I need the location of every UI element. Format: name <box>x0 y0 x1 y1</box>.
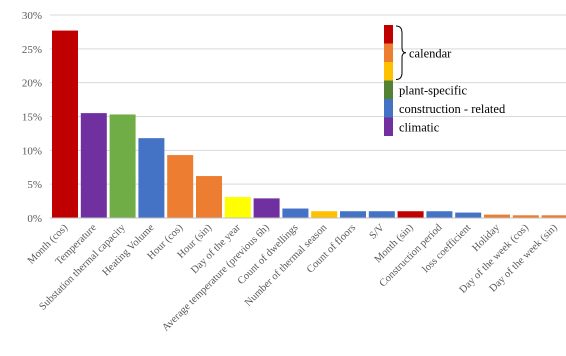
bar <box>167 155 194 218</box>
legend-label: plant-specific <box>399 83 467 97</box>
y-tick-label: 5% <box>27 179 42 191</box>
bar <box>484 214 510 218</box>
legend-swatch <box>384 80 393 99</box>
bar <box>426 211 453 218</box>
bar <box>541 215 566 218</box>
bar <box>80 113 107 218</box>
y-axis-tick-labels: 0% 5% 10% 15% 20% 25% 30% <box>22 10 42 225</box>
y-tick-label: 0% <box>27 213 42 225</box>
y-tick-label: 30% <box>22 10 42 22</box>
bar <box>224 197 251 218</box>
bar <box>340 211 366 218</box>
bar <box>282 208 309 218</box>
bar <box>512 215 539 218</box>
x-category-label: Average temperature (previous 6h) <box>160 222 272 334</box>
bar <box>253 198 280 218</box>
gridlines <box>50 14 566 185</box>
bar <box>196 176 222 218</box>
legend-swatch <box>384 99 393 118</box>
y-tick-label: 25% <box>22 44 42 56</box>
legend: calendar plant-specific construction - rel… <box>384 25 506 136</box>
bars <box>52 30 566 218</box>
bar <box>52 30 78 218</box>
bar <box>455 212 482 218</box>
legend-swatch <box>384 117 393 136</box>
legend-label: calendar <box>409 46 452 60</box>
legend-swatch <box>384 43 393 62</box>
legend-label: climatic <box>399 120 440 134</box>
x-category-label: S/V <box>368 222 388 242</box>
y-tick-label: 10% <box>22 145 42 157</box>
bar <box>397 211 424 218</box>
bar <box>311 211 338 218</box>
legend-brace <box>395 25 407 80</box>
legend-label: construction - related <box>399 102 506 116</box>
bar <box>109 114 136 218</box>
y-tick-label: 15% <box>22 112 42 124</box>
bar <box>368 211 395 218</box>
y-tick-label: 20% <box>22 78 42 90</box>
legend-swatch <box>384 62 393 81</box>
bar <box>138 138 165 218</box>
legend-swatch <box>384 25 393 44</box>
